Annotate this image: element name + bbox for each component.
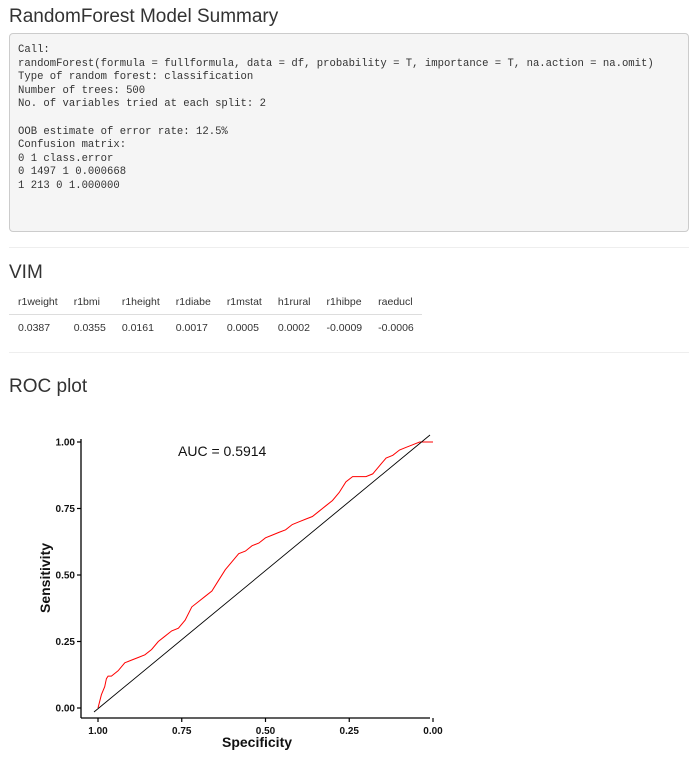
vim-value-cell: 0.0005: [226, 322, 259, 334]
summary-line: No. of variables tried at each split: 2: [18, 98, 266, 111]
vim-value-row: 0.0387 0.0355 0.0161 0.0017 0.0005 0.000…: [9, 315, 422, 342]
x-tick-label: 0.75: [172, 726, 192, 737]
x-tick-label: 0.50: [256, 726, 276, 737]
roc-plot-title: ROC plot: [9, 376, 88, 397]
summary-line: [18, 112, 680, 126]
y-tick-label: 0.75: [56, 504, 76, 515]
x-axis-title: Specificity: [222, 734, 292, 750]
vim-header-cell: r1diabe: [167, 291, 219, 315]
summary-line: 1 213 0 1.000000: [18, 179, 120, 192]
vim-header-cell: raeducl: [370, 291, 422, 315]
summary-line: Number of trees: 500: [18, 84, 146, 97]
y-tick-label: 0.25: [56, 637, 76, 648]
x-tick-label: 1.00: [88, 726, 108, 737]
roc-curve-line: [97, 441, 433, 709]
summary-line: Type of random forest: classification: [18, 71, 254, 84]
vim-value-cell: 0.0002: [277, 322, 310, 334]
auc-annotation: AUC = 0.5914: [178, 443, 267, 459]
summary-line: 0 1 class.error: [18, 152, 114, 165]
vim-header-cell: r1bmi: [65, 291, 114, 315]
model-summary-title: RandomForest Model Summary: [9, 6, 279, 27]
vim-value-cell: 0.0355: [73, 322, 106, 334]
vim-value-cell: 0.0017: [175, 322, 208, 334]
model-summary-output: Call: randomForest(formula = fullformula,…: [9, 33, 689, 232]
vim-header-cell: r1weight: [9, 291, 66, 315]
vim-table: r1weight r1bmi r1height r1diabe r1mstat …: [9, 291, 422, 341]
vim-value-cell: -0.0006: [378, 322, 414, 334]
y-tick-label: 1.00: [56, 438, 76, 449]
y-tick-label: 0.00: [56, 704, 76, 715]
vim-header-cell: r1height: [113, 291, 168, 315]
roc-chart: 0.00 0.25 0.50 0.75 1.00 1.00 0.75 0.50 0.25 0.00…: [37, 434, 443, 750]
summary-line: randomForest(formula = fullformula, data…: [18, 57, 654, 70]
section-divider: [9, 247, 689, 248]
summary-line: Call:: [18, 44, 50, 56]
y-axis-title: Sensitivity: [37, 543, 53, 613]
reference-diagonal-line: [93, 434, 431, 713]
vim-header-row: r1weight r1bmi r1height r1diabe r1mstat …: [9, 291, 422, 315]
x-tick-label: 0.00: [423, 726, 443, 737]
vim-value-cell: 0.0161: [121, 322, 154, 334]
section-divider: [9, 352, 689, 353]
vim-value-cell: -0.0009: [326, 322, 363, 334]
vim-header-cell: r1mstat: [218, 291, 270, 315]
vim-title: VIM: [9, 262, 43, 283]
summary-line: OOB estimate of error rate: 12.5%: [18, 125, 228, 138]
summary-line: Confusion matrix:: [18, 139, 127, 152]
vim-value-cell: 0.0387: [18, 322, 51, 334]
y-tick-label: 0.50: [56, 571, 76, 582]
summary-line: 0 1497 1 0.000668: [18, 166, 127, 179]
x-tick-label: 0.25: [340, 726, 360, 737]
vim-header-cell: h1rural: [269, 291, 319, 315]
vim-header-cell: r1hibpe: [318, 291, 371, 315]
